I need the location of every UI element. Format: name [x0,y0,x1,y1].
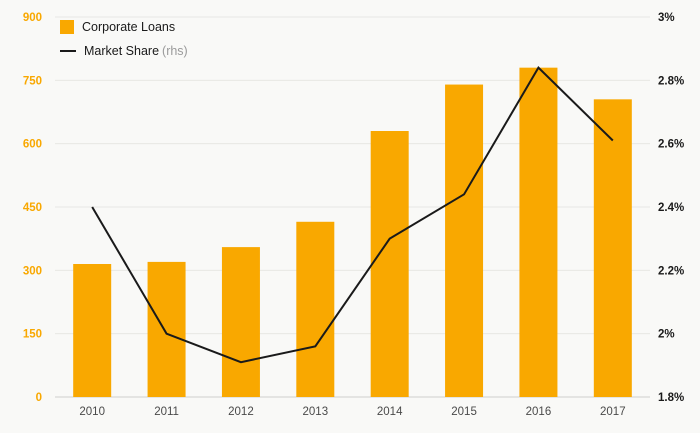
bar-2012 [221,247,260,397]
x-axis-tick-label: 2013 [303,406,329,418]
bar-2011 [147,261,186,397]
bar-2015 [445,84,484,398]
legend-label-corporate-loans: Corporate Loans [82,20,176,34]
bar-2014 [370,131,409,397]
x-axis-tick-label: 2014 [377,406,403,418]
right-axis-tick-label: 2% [658,329,675,341]
left-axis-tick-label: 600 [23,139,42,151]
x-axis-tick-label: 2016 [526,406,552,418]
right-axis-tick-label: 1.8% [658,392,684,404]
line-swatch-icon [60,50,76,52]
chart-legend: Corporate Loans Market Share (rhs) [60,20,188,58]
bar-swatch-icon [60,20,74,34]
right-axis-tick-label: 2.2% [658,265,684,277]
x-axis-tick-label: 2011 [154,406,179,418]
market-share-line [91,66,614,364]
bar-2016 [519,67,558,398]
right-axis-tick-label: 2.4% [658,202,684,214]
left-axis-tick-label: 750 [23,75,42,87]
right-axis-tick-label: 3% [658,12,675,24]
right-axis-tick-label: 2.8% [658,75,684,87]
legend-item-corporate-loans: Corporate Loans [60,20,188,34]
x-axis-tick-label: 2015 [451,406,477,418]
legend-rhs-suffix: (rhs) [162,44,188,58]
left-axis-tick-label: 450 [23,202,42,214]
legend-label-market-share: Market Share (rhs) [84,44,188,58]
right-axis-tick-label: 2.6% [658,139,684,151]
legend-item-market-share: Market Share (rhs) [60,44,188,58]
bar-2017 [593,99,632,397]
x-axis-tick-label: 2017 [600,406,626,418]
bar-2013 [296,221,335,397]
left-axis-tick-label: 150 [23,329,42,341]
bar-2010 [73,264,112,397]
x-axis-tick-label: 2010 [79,406,105,418]
left-axis-tick-label: 300 [23,265,42,277]
left-axis-tick-label: 0 [36,392,42,404]
left-axis-tick-label: 900 [23,12,42,24]
x-axis-tick-label: 2012 [228,406,254,418]
